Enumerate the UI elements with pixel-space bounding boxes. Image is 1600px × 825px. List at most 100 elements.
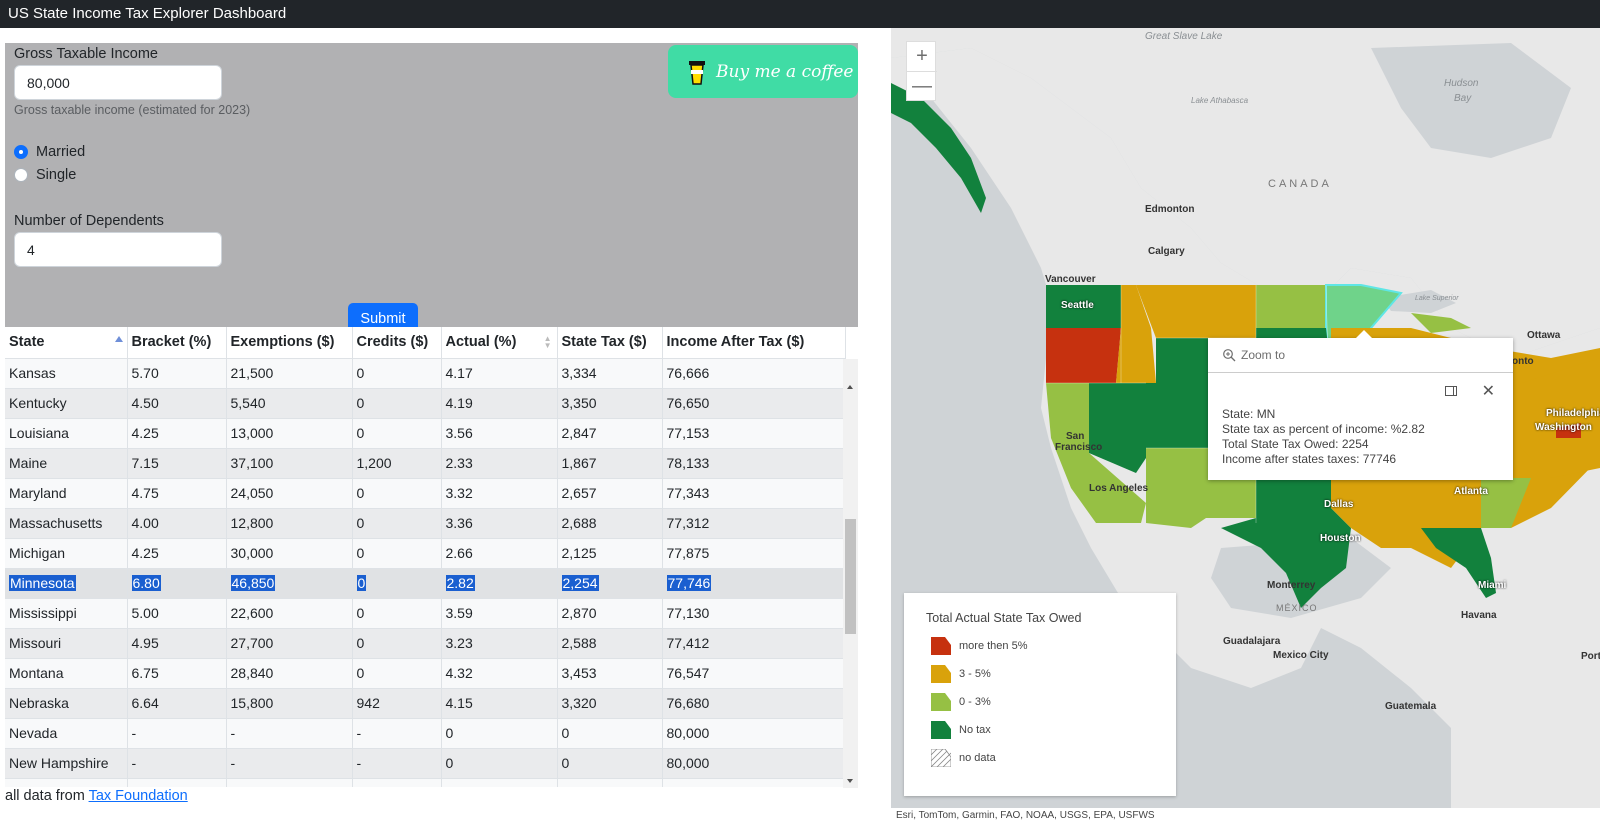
scroll-down-icon[interactable] [847,779,853,783]
popup-content: State: MN State tax as percent of income… [1208,373,1513,467]
column-header-state-tax[interactable]: State Tax ($) [557,327,663,359]
radio-married[interactable]: Married [14,144,85,160]
legend-swatch-no-tax [931,721,951,739]
table-cell: 0 [352,508,442,539]
scrollbar-thumb[interactable] [845,519,856,634]
table-row[interactable]: New Hampshire - - -0 0 80,000 [5,748,846,779]
table-cell: 77,412 [662,628,846,659]
popup-zoom-to[interactable]: Zoom to [1208,338,1513,373]
table-row[interactable]: Nevada - - -0 0 80,000 [5,718,846,749]
table-row[interactable]: Massachusetts 4.00 12,800 0 3.36 2,688 77,312 [5,508,846,539]
column-header-credits[interactable]: Credits ($) [352,327,442,359]
radio-married-circle[interactable] [14,145,28,159]
table-cell: 2,520 [557,778,663,787]
table-cell: 5.70 [127,358,227,389]
column-header-state[interactable]: State [5,327,128,359]
table-row[interactable]: Minnesota 6.80 46,850 0 2.82 2,254 77,746 [5,568,846,599]
legend-item: No tax [931,721,991,739]
table-cell: - [127,718,227,749]
map-label-calgary: Calgary [1148,246,1185,257]
table-cell: 77,875 [662,538,846,569]
table-cell: 1,867 [557,448,663,479]
popup-state: State: MN [1222,407,1276,421]
table-scrollbar[interactable] [843,359,858,788]
map-label-los-angeles: Los Angeles [1089,483,1149,494]
zoom-in-button[interactable]: + [907,42,937,72]
table-cell: 5,540 [226,388,353,419]
table-row[interactable]: Kansas 5.70 21,500 0 4.17 3,334 76,666 [5,358,846,389]
table-row[interactable]: Louisiana 4.25 13,000 0 3.56 2,847 77,153 [5,418,846,449]
map-label-atlanta: Atlanta [1454,486,1488,497]
table-cell: 0 [352,478,442,509]
income-label: Gross Taxable Income [14,46,158,62]
map-label-dallas: Dallas [1324,499,1354,510]
table-row[interactable]: Nebraska 6.64 15,800 942 4.15 3,320 76,680 [5,688,846,719]
table-cell: 77,480 [662,778,846,787]
table-cell: 4.32 [441,658,558,689]
map-label-hudson: Hudson [1444,78,1479,89]
map-label-francisco: Francisco [1055,442,1103,453]
table-row[interactable]: Missouri 4.95 27,700 0 3.23 2,588 77,412 [5,628,846,659]
table-cell: 3.59 [441,598,558,629]
zoom-out-button[interactable]: — [912,75,932,97]
tax-foundation-link[interactable]: Tax Foundation [88,788,188,804]
column-header-bracket[interactable]: Bracket (%) [127,327,227,359]
table-row[interactable]: Kentucky 4.50 5,540 0 4.19 3,350 76,650 [5,388,846,419]
column-header-actual[interactable]: Actual (%) ▲ ▼ [441,327,558,359]
radio-married-label: Married [36,144,86,160]
radio-single-circle[interactable] [14,168,28,182]
table-cell: 0 [352,628,442,659]
sort-both-icon: ▲ ▼ [543,334,552,350]
map-label-seattle: Seattle [1061,300,1094,311]
table-cell: 0 [352,388,442,419]
table-cell: 2,688 [557,508,663,539]
buy-me-a-coffee-button[interactable]: Buy me a coffee [668,45,858,98]
dock-icon[interactable] [1445,386,1457,396]
column-header-income-after-tax[interactable]: Income After Tax ($) [662,327,846,359]
table-cell: 15,800 [226,688,353,719]
column-header-exemptions[interactable]: Exemptions ($) [226,327,353,359]
table-cell: Montana [5,658,128,689]
table-row[interactable]: Mississippi 5.00 22,600 0 3.59 2,870 77,130 [5,598,846,629]
table-cell: 76,680 [662,688,846,719]
table-cell: 0 [352,778,442,787]
table-cell: 3,334 [557,358,663,389]
table-row[interactable]: Maryland 4.75 24,050 0 3.32 2,657 77,343 [5,478,846,509]
table-cell: 3.15 [441,778,558,787]
table-header-row: State Bracket (%) Exemptions ($) Credits… [5,327,846,359]
table-cell: 21,500 [226,358,353,389]
legend-title: Total Actual State Tax Owed [926,611,1082,625]
close-icon[interactable]: ✕ [1481,383,1495,400]
table-cell: 77,746 [662,568,846,599]
table-row[interactable]: Montana 6.75 28,840 0 4.32 3,453 76,547 [5,658,846,689]
table-cell: 80,000 [662,718,846,749]
table-cell: 3,453 [557,658,663,689]
table-cell: 3.32 [441,478,558,509]
table-row[interactable]: Maine 7.15 37,100 1,200 2.33 1,867 78,133 [5,448,846,479]
table-cell: 3.56 [441,418,558,449]
income-input[interactable]: 80,000 [14,65,222,100]
map-legend: Total Actual State Tax Owed more then 5%… [904,593,1176,796]
map-label-toronto: onto [1512,356,1534,367]
data-source-footer: all data from Tax Foundation [5,788,188,804]
coffee-cup-icon [689,60,705,85]
table-cell: 2,870 [557,598,663,629]
table-row[interactable]: Michigan 4.25 30,000 0 2.66 2,125 77,875 [5,538,846,569]
table-cell: 3.50 [127,778,227,787]
dependents-input[interactable]: 4 [14,232,222,267]
table-cell: Kansas [5,358,128,389]
table-cell: 7.15 [127,448,227,479]
input-form: Gross Taxable Income 80,000 Gross taxabl… [5,43,858,336]
table-cell: 8,000 [226,778,353,787]
table-cell: 0 [441,718,558,749]
table-cell: Maine [5,448,128,479]
scroll-up-icon[interactable] [847,385,853,389]
table-cell: 3.23 [441,628,558,659]
map-label-guatemala: Guatemala [1385,701,1437,712]
legend-item: 0 - 3% [931,693,991,711]
radio-single[interactable]: Single [14,167,76,183]
map-label-houston: Houston [1320,533,1361,544]
table-cell: Massachusetts [5,508,128,539]
table-cell: 77,130 [662,598,846,629]
